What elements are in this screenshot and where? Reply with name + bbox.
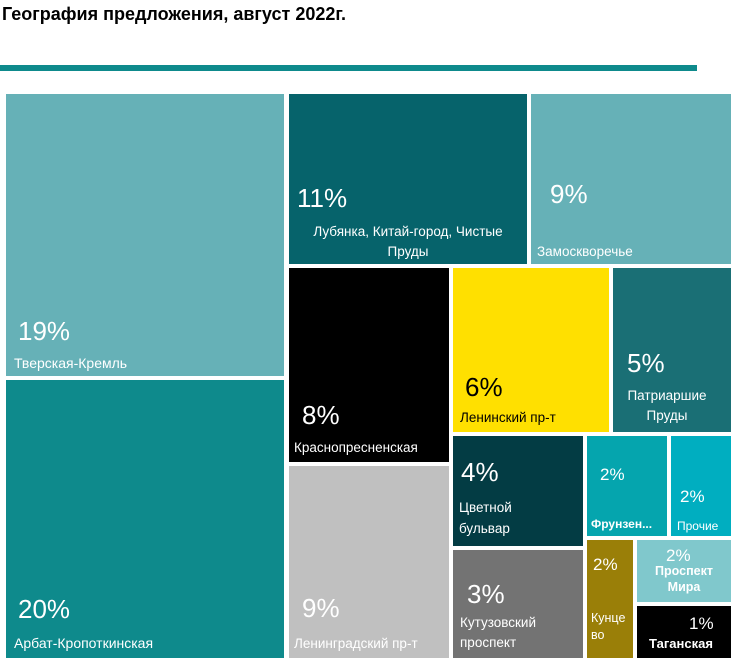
tile-name-замоскворечье: Замоскворечье: [537, 244, 633, 259]
tile-value-цветной-бульвар: 4%: [461, 457, 499, 487]
tile-value-проспект-мира: 2%: [666, 546, 691, 565]
tile-фрунзен: 2% Фрунзен...: [587, 436, 667, 536]
tile-лубянка-китай-город-чистые-пруды: 11% Лубянка, Китай-город, Чистые Пруды: [289, 94, 527, 264]
tile-rect-кунцево: [587, 540, 633, 658]
tile-value-ленинский-пр-т: 6%: [465, 372, 503, 402]
tile-name-арбат-кропоткинская: Арбат-Кропоткинская: [14, 635, 153, 651]
tile-rect-проспект-мира: [637, 540, 731, 602]
tile-rect-арбат-кропоткинская: [6, 380, 284, 658]
tile-name-патриаршие-пруды: Патриаршие Пруды: [627, 388, 706, 423]
tile-прочие: 2% Прочие: [671, 436, 731, 536]
tile-value-кутузовский-проспект: 3%: [467, 579, 505, 609]
tile-name-прочие: Прочие: [677, 519, 719, 533]
tile-патриаршие-пруды: 5% Патриаршие Пруды: [613, 268, 731, 432]
chart-title: География предложения, август 2022г.: [2, 4, 347, 24]
tile-name-тверская-кремль: Тверская-Кремль: [14, 355, 127, 371]
tile-тверская-кремль: 19% Тверская-Кремль: [6, 94, 284, 376]
tile-кунцево: 2% Кунце во: [587, 540, 633, 658]
tile-name-ленинградский-пр-т: Ленинградский пр-т: [294, 636, 418, 651]
tile-name-кунцево: Кунце во: [591, 611, 625, 642]
tile-value-ленинградский-пр-т: 9%: [302, 593, 340, 623]
tile-name-краснопресненская: Краснопресненская: [294, 440, 418, 455]
tile-таганская: 1% Таганская: [637, 606, 731, 658]
tile-name-таганская: Таганская: [649, 636, 713, 651]
tile-value-прочие: 2%: [680, 487, 705, 506]
tile-rect-ленинский-пр-т: [453, 268, 609, 432]
tile-rect-таганская: [637, 606, 731, 658]
tile-value-краснопресненская: 8%: [302, 400, 340, 430]
tile-rect-ленинградский-пр-т: [289, 466, 449, 658]
tile-value-лубянка-китай-город-чистые-пруды: 11%: [297, 183, 347, 213]
tile-name-цветной-бульвар: Цветной бульвар: [459, 500, 512, 536]
title-divider: [0, 65, 697, 71]
tile-name-фрунзен: Фрунзен...: [591, 517, 652, 531]
tile-name-проспект-мира: Проспект Мира: [655, 564, 713, 594]
tile-rect-кутузовский-проспект: [453, 550, 583, 658]
tile-rect-краснопресненская: [289, 268, 449, 462]
tile-арбат-кропоткинская: 20% Арбат-Кропоткинская: [6, 380, 284, 658]
tile-name-ленинский-пр-т: Ленинский пр-т: [460, 410, 556, 425]
tile-цветной-бульвар: 4% Цветной бульвар: [453, 436, 583, 546]
tile-краснопресненская: 8% Краснопресненская: [289, 268, 449, 462]
tile-ленинский-пр-т: 6% Ленинский пр-т: [453, 268, 609, 432]
tile-value-замоскворечье: 9%: [550, 179, 588, 209]
tile-rect-лубянка-китай-город-чистые-пруды: [289, 94, 527, 264]
tile-name-кутузовский-проспект: Кутузовский проспект: [460, 615, 536, 650]
tile-value-фрунзен: 2%: [600, 465, 625, 484]
tile-value-патриаршие-пруды: 5%: [627, 348, 665, 378]
tile-rect-цветной-бульвар: [453, 436, 583, 546]
tile-name-лубянка-китай-город-чистые-пруды: Лубянка, Китай-город, Чистые Пруды: [313, 224, 502, 259]
tile-кутузовский-проспект: 3% Кутузовский проспект: [453, 550, 583, 658]
tile-value-таганская: 1%: [689, 614, 714, 633]
tile-rect-тверская-кремль: [6, 94, 284, 376]
tile-ленинградский-пр-т: 9% Ленинградский пр-т: [289, 466, 449, 658]
tile-проспект-мира: 2%Проспект Мира: [637, 540, 731, 602]
tile-value-кунцево: 2%: [593, 555, 618, 574]
tile-rect-прочие: [671, 436, 731, 536]
tile-rect-замоскворечье: [531, 94, 731, 264]
tile-rect-фрунзен: [587, 436, 667, 536]
tile-rect-патриаршие-пруды: [613, 268, 731, 432]
tile-замоскворечье: 9% Замоскворечье: [531, 94, 731, 264]
tile-value-арбат-кропоткинская: 20%: [18, 594, 70, 624]
tile-value-тверская-кремль: 19%: [18, 316, 70, 346]
